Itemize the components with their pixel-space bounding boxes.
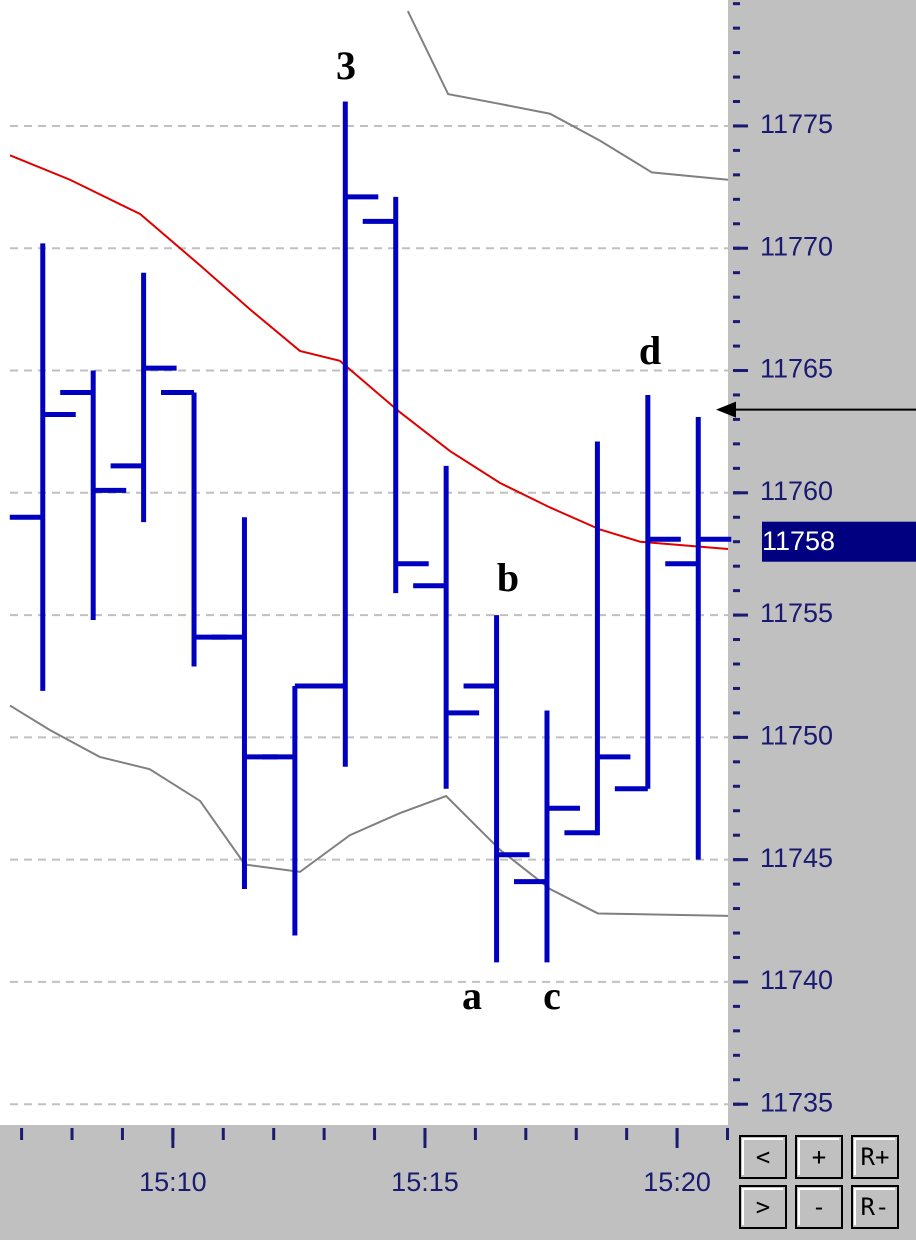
indicator-line xyxy=(406,10,729,181)
annotation: 3 xyxy=(336,43,356,88)
annotation: b xyxy=(497,555,519,600)
y-tick-label: 11760 xyxy=(760,476,833,506)
button[interactable]: + xyxy=(795,1135,843,1179)
button-bevel[interactable] xyxy=(798,1138,839,1175)
button-face[interactable] xyxy=(851,1135,899,1179)
button-face[interactable] xyxy=(739,1135,787,1179)
annotation: c xyxy=(543,973,561,1018)
button-label[interactable]: R+ xyxy=(861,1143,890,1171)
button-face[interactable] xyxy=(739,1185,787,1229)
button-bevel[interactable] xyxy=(742,1138,783,1175)
button[interactable]: > xyxy=(739,1185,787,1229)
x-tick-label: 15:20 xyxy=(643,1167,711,1197)
annotation: d xyxy=(639,328,661,373)
button[interactable]: R- xyxy=(851,1185,899,1229)
y-tick-label: 11770 xyxy=(760,231,833,261)
x-tick-label: 15:15 xyxy=(391,1167,459,1197)
button-label[interactable]: < xyxy=(756,1143,770,1171)
last-price-label: 11758 xyxy=(762,526,835,556)
y-tick-label: 11755 xyxy=(760,598,833,628)
button[interactable]: R+ xyxy=(851,1135,899,1179)
last-price-box xyxy=(762,521,916,562)
button[interactable]: < xyxy=(739,1135,787,1179)
price-arrow-head xyxy=(716,401,736,418)
button-bevel[interactable] xyxy=(854,1138,895,1175)
y-tick-label: 11735 xyxy=(760,1087,833,1117)
button-label[interactable]: + xyxy=(812,1143,826,1171)
y-tick-label: 11745 xyxy=(760,843,833,873)
button-face[interactable] xyxy=(851,1185,899,1229)
y-tick-label: 11750 xyxy=(760,720,833,750)
button-bevel[interactable] xyxy=(798,1188,839,1225)
y-tick-label: 11775 xyxy=(760,109,833,139)
button-bevel[interactable] xyxy=(742,1188,783,1225)
y-tick-label: 11740 xyxy=(760,965,833,995)
button-bevel[interactable] xyxy=(854,1188,895,1225)
x-tick-label: 15:10 xyxy=(139,1167,207,1197)
button-face[interactable] xyxy=(795,1135,843,1179)
button-label[interactable]: - xyxy=(812,1193,826,1221)
indicator-line xyxy=(9,704,729,917)
annotation: a xyxy=(462,973,482,1018)
button-label[interactable]: > xyxy=(756,1193,770,1221)
button-face[interactable] xyxy=(795,1185,843,1229)
y-axis-panel xyxy=(728,0,916,1240)
indicator-line xyxy=(9,154,729,551)
y-tick-label: 11765 xyxy=(760,354,833,384)
button[interactable]: - xyxy=(795,1185,843,1229)
button-label[interactable]: R- xyxy=(861,1193,890,1221)
